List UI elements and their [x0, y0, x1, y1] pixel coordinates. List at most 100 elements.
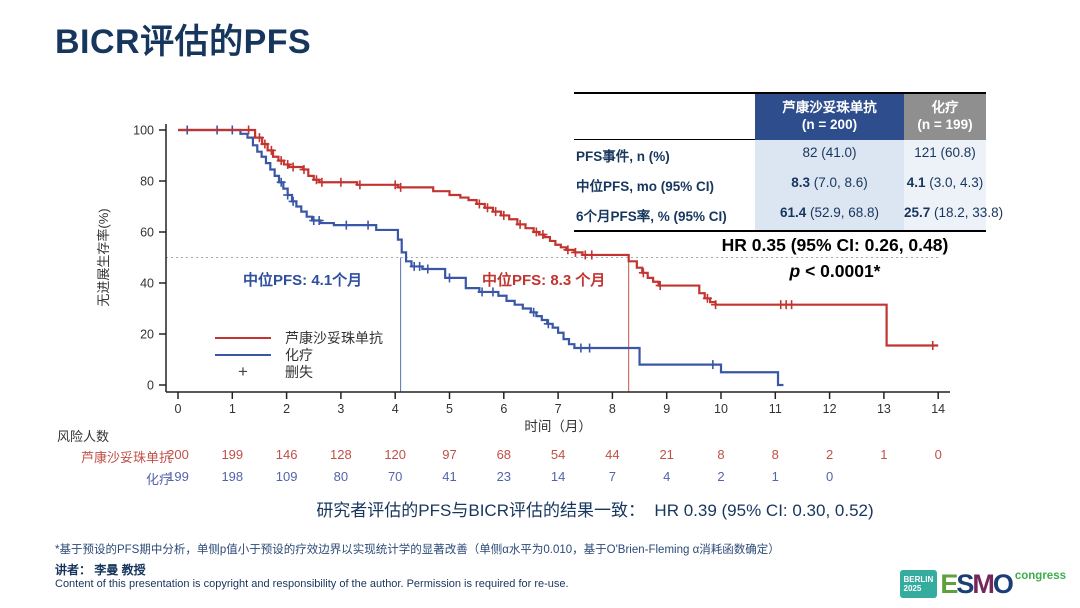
esmo-letters: ESMO — [940, 568, 1014, 599]
value-rest: 121 (60.8) — [914, 144, 976, 160]
x-tick-label: 5 — [446, 402, 453, 416]
x-tick-label: 2 — [283, 402, 290, 416]
risk-value: 1 — [771, 469, 779, 484]
hazard-ratio-annotation: HR 0.35 (95% CI: 0.26, 0.48) p < 0.0001* — [655, 232, 1015, 285]
x-tick-label: 1 — [229, 402, 236, 416]
risk-value: 8 — [771, 447, 779, 462]
copyright-line: Content of this presentation is copyrigh… — [55, 578, 569, 590]
risk-value: 14 — [550, 469, 566, 484]
value-lead: 61.4 — [779, 204, 807, 220]
logo-letter-M: M — [972, 568, 994, 599]
risk-value: 128 — [330, 447, 352, 462]
risk-value: 97 — [442, 447, 457, 462]
risk-value: 41 — [442, 469, 457, 484]
summary-table-corner — [574, 94, 755, 140]
x-tick-label: 6 — [500, 402, 507, 416]
risk-value: 199 — [167, 469, 189, 484]
legend-item-drug: 芦康沙妥珠单抗 — [215, 329, 383, 346]
median-annotation-drug: 中位PFS: 8.3 个月 — [482, 272, 606, 289]
esmo-congress-logo: BERLIN 2025 ESMO congress — [899, 568, 1066, 599]
legend-label: 化疗 — [285, 346, 313, 363]
p-symbol: p — [789, 261, 801, 282]
x-axis-title: 时间（月） — [524, 419, 592, 434]
risk-value: 7 — [608, 469, 616, 484]
arm2-name: 化疗 — [931, 100, 959, 115]
row-value-arm1: 82 (41.0) — [755, 139, 904, 170]
footnote: *基于预设的PFS期中分析，单侧p值小于预设的疗效边界以实现统计学的显著改善（单… — [55, 544, 780, 556]
row-label: 6个月PFS率, % (95% CI) — [576, 208, 727, 224]
p-value: < 0.0001* — [800, 261, 881, 282]
y-axis-title: 无进展生存率(%) — [96, 208, 111, 306]
page-title: BICR评估的PFS — [55, 23, 312, 61]
row-value-arm2: 25.7 (18.2, 33.8) — [904, 199, 1003, 230]
congress-label: congress — [1014, 569, 1066, 582]
berlin-2025-badge: BERLIN 2025 — [899, 569, 938, 598]
value-rest: (52.9, 68.8) — [806, 204, 880, 220]
row-value-arm2: 4.1 (3.0, 4.3) — [904, 169, 986, 200]
reference-lines — [166, 257, 940, 392]
row-value-arm1: 8.3 (7.0, 8.6) — [755, 169, 904, 200]
risk-value: 23 — [496, 469, 512, 484]
x-tick-label: 14 — [931, 402, 945, 416]
table-row: 6个月PFS率, % (95% CI) 61.4 (52.9, 68.8) 25… — [574, 199, 1003, 230]
x-tick-label: 0 — [175, 402, 182, 416]
speaker-line: 讲者： 李曼 教授 — [55, 563, 146, 577]
x-tick-label: 9 — [663, 402, 670, 416]
y-tick-label: 80 — [140, 175, 154, 189]
row-label: 中位PFS, mo (95% CI) — [576, 178, 715, 194]
badge-year: 2025 — [903, 583, 922, 593]
summary-table: 芦康沙妥珠单抗 (n = 200) 化疗 (n = 199) PFS事件, n … — [574, 92, 1003, 232]
summary-table-arm1-header: 芦康沙妥珠单抗 (n = 200) — [755, 94, 904, 140]
risk-value: 199 — [221, 447, 244, 462]
risk-value: 68 — [496, 447, 512, 462]
legend-label: 芦康沙妥珠单抗 — [285, 329, 383, 346]
risk-row-label-drug: 芦康沙妥珠单抗 — [80, 450, 172, 465]
y-tick-label: 0 — [147, 379, 154, 393]
risk-value: 4 — [663, 469, 671, 484]
y-tick-label: 100 — [133, 124, 154, 138]
row-label: PFS事件, n (%) — [576, 148, 670, 164]
risk-value: 2 — [717, 469, 725, 484]
km-curve-芦康沙妥珠单抗 — [178, 125, 939, 350]
y-tick-label: 20 — [140, 328, 154, 342]
y-tick-label: 40 — [140, 277, 154, 291]
risk-value: 8 — [717, 447, 725, 462]
summary-table-arm2-header: 化疗 (n = 199) — [904, 94, 986, 140]
risk-value: 146 — [275, 447, 298, 462]
censor-plus-icon: + — [238, 361, 248, 381]
risk-value: 109 — [275, 469, 298, 484]
risk-value: 200 — [167, 447, 189, 462]
logo-letter-O: O — [992, 568, 1014, 599]
value-lead: 8.3 — [791, 174, 810, 190]
legend-label: 删失 — [285, 363, 313, 380]
risk-table-heading: 风险人数 — [57, 429, 110, 444]
risk-value: 0 — [934, 447, 942, 462]
x-tick-label: 7 — [555, 402, 562, 416]
arm2-n: (n = 199) — [917, 116, 973, 132]
x-tick-label: 10 — [714, 402, 728, 416]
risk-value: 80 — [333, 469, 349, 484]
badge-city: BERLIN — [903, 574, 934, 584]
risk-value: 54 — [550, 447, 566, 462]
km-curve-化疗 — [178, 125, 784, 387]
risk-value: 2 — [825, 447, 834, 462]
risk-value: 198 — [221, 469, 244, 484]
y-tick-label: 60 — [140, 226, 154, 240]
risk-value: 1 — [880, 447, 888, 462]
legend-line-blue — [215, 353, 271, 356]
legend: 芦康沙妥珠单抗 化疗 + 删失 — [215, 329, 383, 380]
table-row: 中位PFS, mo (95% CI) 8.3 (7.0, 8.6) 4.1 (3… — [574, 169, 986, 200]
hr-line: HR 0.35 (95% CI: 0.26, 0.48) — [721, 235, 949, 255]
x-tick-label: 13 — [877, 402, 891, 416]
risk-value: 44 — [605, 447, 620, 462]
value-rest: (18.2, 33.8) — [930, 204, 1004, 220]
legend-item-censored: + 删失 — [215, 363, 383, 380]
row-value-arm2: 121 (60.8) — [904, 139, 986, 170]
arm1-n: (n = 200) — [801, 116, 858, 132]
risk-row-label-chemo: 化疗 — [145, 472, 172, 487]
p-value-line: p < 0.0001* — [655, 258, 1015, 284]
conclusion-text: 研究者评估的PFS与BICR评估的结果一致： HR 0.39 (95% CI: … — [316, 501, 874, 520]
